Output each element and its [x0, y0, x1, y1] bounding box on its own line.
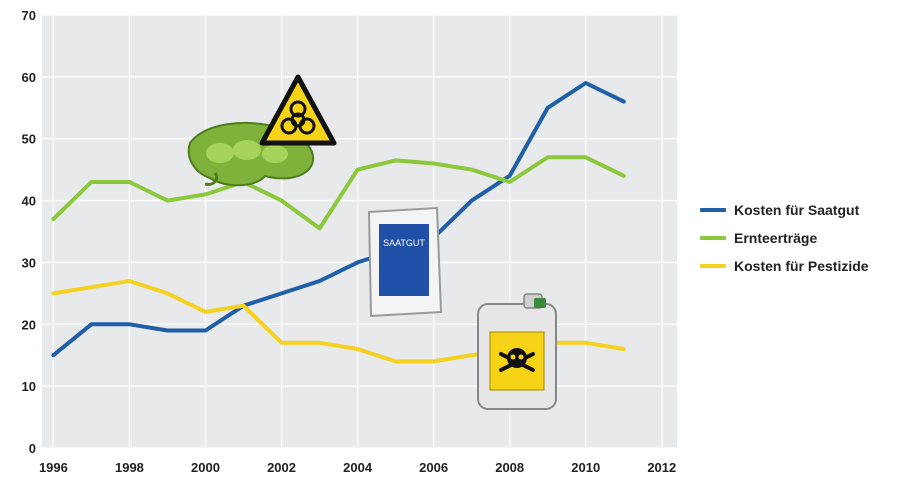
x-axis-tick-labels: 1996 1998 2000 2002 2004 2006 2008 2010 2012 [39, 460, 676, 475]
legend-swatch [700, 264, 726, 268]
poison-canister-icon [477, 293, 557, 410]
legend-swatch [700, 208, 726, 212]
y-tick-label: 70 [22, 8, 36, 23]
x-tick-label: 2004 [343, 460, 373, 475]
y-axis-tick-labels: 0 10 20 30 40 50 60 70 [22, 8, 36, 456]
series-line-0 [51, 81, 626, 358]
legend-item-saatgut: Kosten für Saatgut [700, 196, 869, 224]
x-tick-label: 2010 [571, 460, 600, 475]
skull-crossbones-icon [499, 348, 535, 372]
legend-label: Kosten für Pestizide [734, 258, 869, 274]
x-tick-label: 2006 [419, 460, 448, 475]
x-tick-label: 1996 [39, 460, 68, 475]
y-tick-label: 50 [22, 132, 36, 147]
series-line-1 [51, 155, 626, 231]
legend: Kosten für Saatgut Ernteerträge Kosten f… [700, 196, 869, 280]
y-tick-label: 30 [22, 255, 36, 270]
x-tick-label: 2002 [267, 460, 296, 475]
legend-label: Kosten für Saatgut [734, 202, 860, 218]
gridlines [42, 14, 677, 449]
legend-item-ernteertraege: Ernteerträge [700, 224, 869, 252]
y-tick-label: 10 [22, 379, 36, 394]
legend-item-pestizide: Kosten für Pestizide [700, 252, 869, 280]
seed-bag-label: SAATGUT [383, 238, 425, 248]
x-tick-label: 2000 [191, 460, 220, 475]
y-tick-label: 40 [22, 194, 36, 209]
seed-bag-icon: SAATGUT [367, 206, 443, 318]
legend-swatch [700, 236, 726, 240]
x-tick-label: 2008 [495, 460, 524, 475]
x-tick-label: 2012 [647, 460, 676, 475]
plot-area [42, 15, 677, 448]
x-tick-label: 1998 [115, 460, 144, 475]
y-tick-label: 60 [22, 70, 36, 85]
biohazard-warning-icon [259, 74, 337, 146]
y-tick-label: 0 [29, 441, 36, 456]
y-tick-label: 20 [22, 317, 36, 332]
legend-label: Ernteerträge [734, 230, 818, 246]
